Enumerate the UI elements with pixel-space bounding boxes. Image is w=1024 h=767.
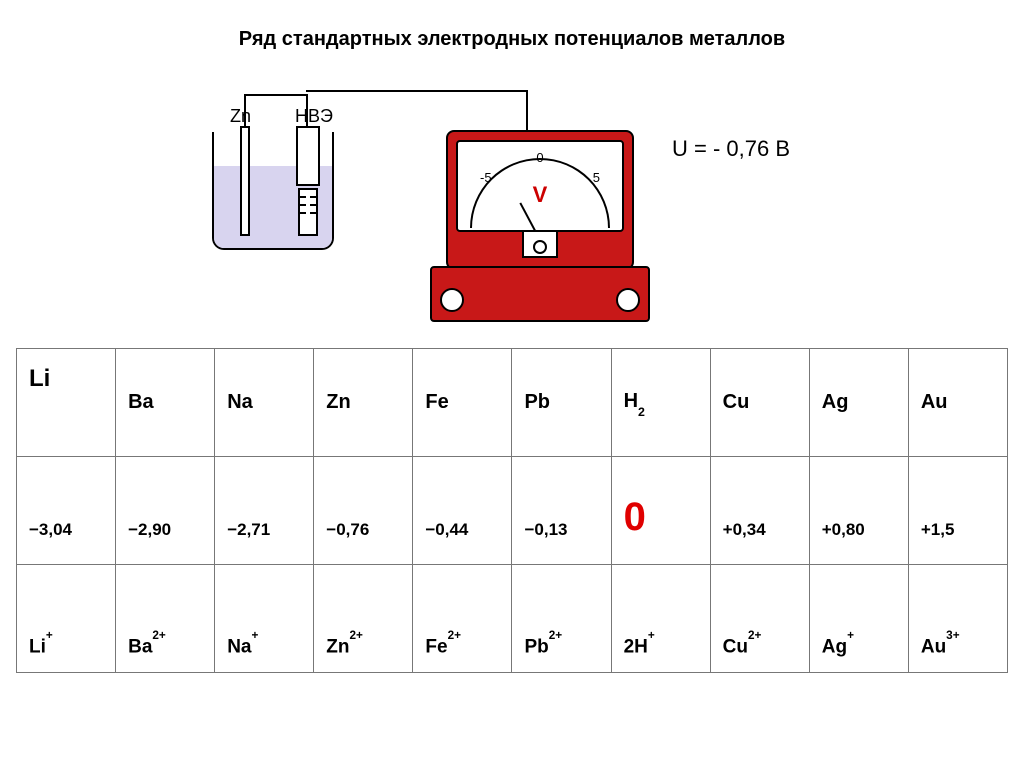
element-cell: Li [17,349,116,457]
ion-cell: 2H+ [611,565,710,673]
hydrogen-cell [298,188,318,236]
potential-cell: +0,80 [809,457,908,565]
voltmeter-v-symbol: V [533,182,548,208]
wire [244,94,306,96]
voltmeter-terminal-left [440,288,464,312]
hve-electrode-label: НВЭ [295,106,333,127]
element-cell: Fe [413,349,512,457]
ion-cell: Ba2+ [116,565,215,673]
potential-cell: −0,13 [512,457,611,565]
zn-electrode [240,126,250,236]
element-cell: Zn [314,349,413,457]
potential-cell: −2,71 [215,457,314,565]
element-cell: Au [908,349,1007,457]
ion-cell: Pb2+ [512,565,611,673]
voltmeter-face: -5 0 5 V [456,140,624,232]
element-cell: Ag [809,349,908,457]
voltmeter-terminal-right [616,288,640,312]
potentials-table: LiBaNaZnFePbH2CuAgAu −3,04−2,90−2,71−0,7… [16,348,1008,673]
potential-cell: −3,04 [17,457,116,565]
wire [306,90,526,92]
electrochemical-diagram: Zn НВЭ -5 0 5 V U = - 0,76 В [200,76,820,336]
potential-cell: +0,34 [710,457,809,565]
page-title: Ряд стандартных электродных потенциалов … [0,0,1024,51]
potential-cell: −0,44 [413,457,512,565]
element-cell: Ba [116,349,215,457]
ion-cell: Cu2+ [710,565,809,673]
ion-cell: Fe2+ [413,565,512,673]
voltmeter-knob [522,230,558,258]
wire [244,94,246,128]
element-cell: Cu [710,349,809,457]
scale-center: 0 [536,150,543,165]
table-row-elements: LiBaNaZnFePbH2CuAgAu [17,349,1008,457]
zn-electrode-label: Zn [230,106,251,127]
scale-right: 5 [593,170,600,185]
ion-cell: Zn2+ [314,565,413,673]
voltmeter-body: -5 0 5 V [446,130,634,270]
hve-electrode [296,126,320,186]
ion-cell: Li+ [17,565,116,673]
element-cell: Na [215,349,314,457]
potential-cell: 0 [611,457,710,565]
voltage-reading: U = - 0,76 В [672,136,790,162]
element-cell: Pb [512,349,611,457]
wire [306,94,308,128]
ion-cell: Na+ [215,565,314,673]
table-row-potentials: −3,04−2,90−2,71−0,76−0,44−0,130+0,34+0,8… [17,457,1008,565]
voltmeter-base [430,266,650,322]
table-row-ions: Li+Ba2+Na+Zn2+Fe2+Pb2+2H+Cu2+Ag+Au3+ [17,565,1008,673]
potential-cell: −2,90 [116,457,215,565]
ion-cell: Ag+ [809,565,908,673]
potential-cell: −0,76 [314,457,413,565]
scale-left: -5 [480,170,492,185]
element-cell: H2 [611,349,710,457]
ion-cell: Au3+ [908,565,1007,673]
potential-cell: +1,5 [908,457,1007,565]
wire [526,90,528,130]
